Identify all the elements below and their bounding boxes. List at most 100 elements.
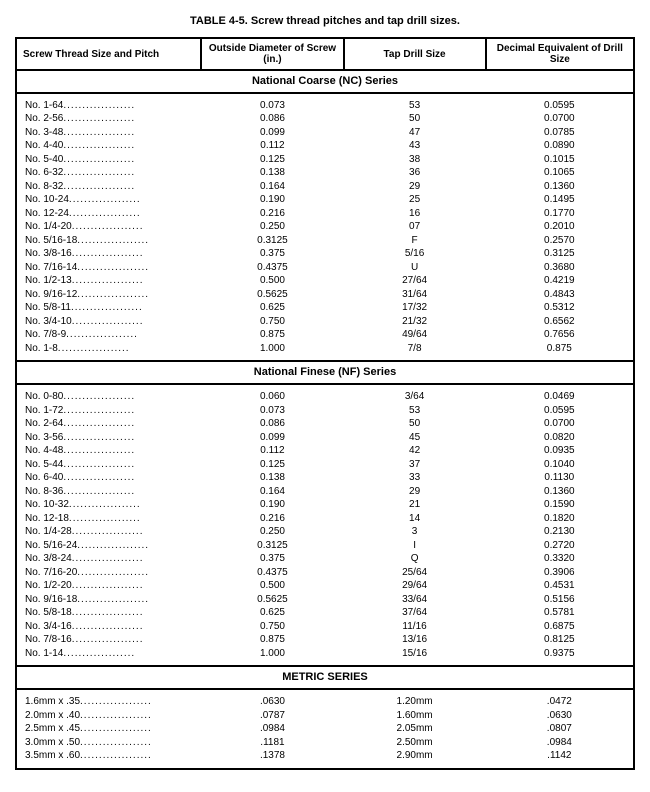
cell-od: 0.216	[201, 207, 343, 221]
header-tap: Tap Drill Size	[344, 38, 486, 70]
cell-od: 0.375	[201, 247, 343, 261]
cell-size: No. 10-32...................	[16, 498, 201, 512]
cell-od: 0.5625	[201, 288, 343, 302]
cell-od: .0787	[201, 709, 343, 723]
cell-dec: 0.4219	[486, 274, 634, 288]
cell-tap: 53	[344, 404, 486, 418]
cell-tap: 16	[344, 207, 486, 221]
section-header: National Coarse (NC) Series	[16, 70, 634, 93]
cell-od: 0.112	[201, 139, 343, 153]
cell-size: 3.5mm x .60...................	[16, 749, 201, 769]
cell-tap: 50	[344, 417, 486, 431]
cell-od: .0984	[201, 722, 343, 736]
table-row: No. 9/16-18...................0.562533/6…	[16, 593, 634, 607]
cell-od: 0.086	[201, 417, 343, 431]
cell-dec: 0.4843	[486, 288, 634, 302]
cell-tap: 1.20mm	[344, 689, 486, 709]
table-row: No. 1-72...................0.073530.0595	[16, 404, 634, 418]
cell-tap: 14	[344, 512, 486, 526]
cell-tap: 33/64	[344, 593, 486, 607]
cell-dec: .0807	[486, 722, 634, 736]
cell-od: .1378	[201, 749, 343, 769]
table-row: No. 7/8-9...................0.87549/640.…	[16, 328, 634, 342]
cell-dec: 0.1065	[486, 166, 634, 180]
table-row: No. 2-64...................0.086500.0700	[16, 417, 634, 431]
cell-od: 0.086	[201, 112, 343, 126]
cell-od: 0.112	[201, 444, 343, 458]
cell-size: No. 5/8-18...................	[16, 606, 201, 620]
cell-dec: 0.3680	[486, 261, 634, 275]
table-row: No. 5-40...................0.125380.1015	[16, 153, 634, 167]
cell-dec: .0630	[486, 709, 634, 723]
cell-tap: 27/64	[344, 274, 486, 288]
cell-tap: I	[344, 539, 486, 553]
cell-tap: 50	[344, 112, 486, 126]
cell-size: No. 0-80...................	[16, 384, 201, 404]
header-dec: Decimal Equivalent of Drill Size	[486, 38, 634, 70]
cell-tap: 45	[344, 431, 486, 445]
cell-size: No. 6-32...................	[16, 166, 201, 180]
cell-tap: 53	[344, 93, 486, 113]
cell-tap: 29	[344, 180, 486, 194]
table-row: No. 5/16-24...................0.3125I0.2…	[16, 539, 634, 553]
table-row: 3.0mm x .50....................11812.50m…	[16, 736, 634, 750]
cell-tap: 42	[344, 444, 486, 458]
cell-size: No. 5/16-18...................	[16, 234, 201, 248]
cell-size: 2.0mm x .40...................	[16, 709, 201, 723]
cell-tap: F	[344, 234, 486, 248]
cell-dec: 0.0935	[486, 444, 634, 458]
table-row: No. 8-32...................0.164290.1360	[16, 180, 634, 194]
table-caption: TABLE 4-5. Screw thread pitches and tap …	[15, 15, 635, 27]
cell-size: No. 1/4-28...................	[16, 525, 201, 539]
cell-size: No. 1-72...................	[16, 404, 201, 418]
cell-dec: 0.5156	[486, 593, 634, 607]
cell-size: No. 1-64...................	[16, 93, 201, 113]
table-row: No. 8-36...................0.164290.1360	[16, 485, 634, 499]
table-row: No. 3/4-10...................0.75021/320…	[16, 315, 634, 329]
table-row: No. 5/8-11...................0.62517/320…	[16, 301, 634, 315]
cell-dec: 0.3906	[486, 566, 634, 580]
cell-size: No. 3/4-10...................	[16, 315, 201, 329]
table-row: No. 3-56...................0.099450.0820	[16, 431, 634, 445]
cell-dec: 0.1130	[486, 471, 634, 485]
table-row: No. 7/16-20...................0.437525/6…	[16, 566, 634, 580]
cell-size: No. 2-64...................	[16, 417, 201, 431]
cell-dec: 0.0469	[486, 384, 634, 404]
cell-tap: 49/64	[344, 328, 486, 342]
cell-od: 0.164	[201, 485, 343, 499]
table-row: No. 6-40...................0.138330.1130	[16, 471, 634, 485]
cell-dec: 0.2720	[486, 539, 634, 553]
cell-dec: 0.1015	[486, 153, 634, 167]
cell-od: 0.164	[201, 180, 343, 194]
table-row: No. 10-24...................0.190250.149…	[16, 193, 634, 207]
cell-dec: 0.1770	[486, 207, 634, 221]
cell-od: 0.875	[201, 633, 343, 647]
cell-size: No. 7/8-9...................	[16, 328, 201, 342]
cell-tap: 17/32	[344, 301, 486, 315]
cell-od: 0.138	[201, 166, 343, 180]
cell-dec: 0.1590	[486, 498, 634, 512]
cell-od: 0.099	[201, 431, 343, 445]
cell-dec: 0.6875	[486, 620, 634, 634]
cell-size: No. 2-56...................	[16, 112, 201, 126]
table-row: No. 1/4-28...................0.25030.213…	[16, 525, 634, 539]
table-row: No. 6-32...................0.138360.1065	[16, 166, 634, 180]
cell-od: 0.073	[201, 404, 343, 418]
cell-dec: 0.1360	[486, 180, 634, 194]
cell-dec: 0.0595	[486, 404, 634, 418]
table-row: No. 4-48...................0.112420.0935	[16, 444, 634, 458]
table-row: No. 1-64...................0.073530.0595	[16, 93, 634, 113]
cell-size: No. 7/16-20...................	[16, 566, 201, 580]
cell-tap: U	[344, 261, 486, 275]
cell-tap: 2.90mm	[344, 749, 486, 769]
cell-size: No. 12-24...................	[16, 207, 201, 221]
table-row: No. 3-48...................0.099470.0785	[16, 126, 634, 140]
cell-dec: 0.1360	[486, 485, 634, 499]
table-row: No. 5-44...................0.125370.1040	[16, 458, 634, 472]
table-row: No. 1/4-20...................0.250070.20…	[16, 220, 634, 234]
table-row: No. 5/8-18...................0.62537/640…	[16, 606, 634, 620]
table-row: No. 3/8-24...................0.375Q0.332…	[16, 552, 634, 566]
cell-size: No. 5/16-24...................	[16, 539, 201, 553]
cell-size: 1.6mm x .35...................	[16, 689, 201, 709]
cell-od: 0.216	[201, 512, 343, 526]
